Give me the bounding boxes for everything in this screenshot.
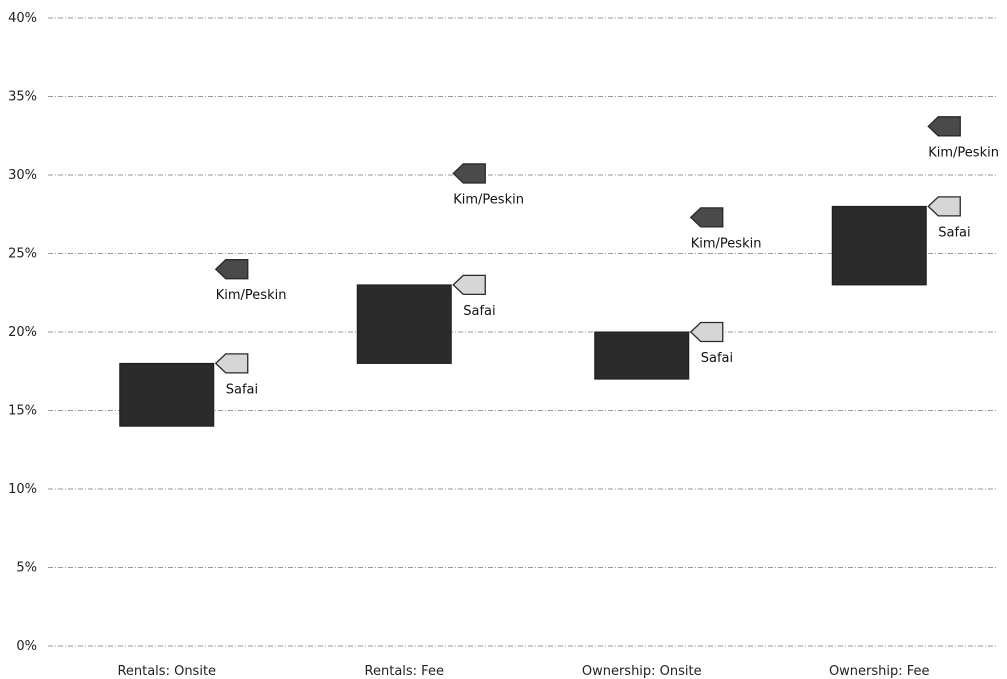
kim-peskin-marker (927, 116, 961, 137)
range-boxes (119, 205, 927, 427)
y-tick-label: 20% (8, 325, 37, 340)
y-axis-tick-labels: 0% 5% 10% 15% 20% 25% 30% 35% 40% (8, 11, 37, 654)
kim-peskin-marker (689, 207, 724, 228)
y-tick-label: 35% (8, 90, 37, 105)
safai-label: Safai (938, 225, 970, 240)
safai-marker (214, 353, 249, 374)
y-tick-label: 5% (16, 561, 37, 576)
range-box (831, 205, 927, 286)
range-box (119, 362, 215, 427)
category-label: Ownership: Onsite (582, 664, 702, 679)
x-axis-category-labels: Rentals: Onsite Rentals: Fee Ownership: On… (117, 664, 929, 679)
safai-marker (689, 321, 724, 343)
safai-label: Safai (226, 382, 258, 397)
kim-peskin-marker (214, 259, 249, 280)
series-markers: Kim/Peskin Kim/Peskin Kim/Peskin Kim/Peskin… (214, 116, 999, 397)
y-tick-label: 25% (8, 247, 37, 262)
y-tick-label: 15% (8, 404, 37, 419)
category-label: Rentals: Fee (365, 664, 444, 679)
safai-label: Safai (463, 304, 495, 319)
kim-peskin-label: Kim/Peskin (216, 288, 287, 303)
category-label: Ownership: Fee (829, 664, 930, 679)
y-tick-label: 10% (8, 482, 37, 497)
kim-peskin-label: Kim/Peskin (453, 192, 524, 207)
gridlines (48, 17, 998, 647)
category-label: Rentals: Onsite (117, 664, 216, 679)
kim-peskin-label: Kim/Peskin (928, 145, 999, 160)
kim-peskin-label: Kim/Peskin (691, 236, 762, 251)
y-tick-label: 0% (16, 639, 37, 654)
y-tick-label: 40% (8, 11, 37, 26)
safai-label: Safai (701, 351, 733, 366)
range-box (356, 284, 452, 364)
y-tick-label: 30% (8, 168, 37, 183)
kim-peskin-marker (452, 163, 486, 184)
range-box (594, 331, 690, 380)
safai-marker (452, 274, 486, 296)
safai-marker (927, 196, 961, 217)
